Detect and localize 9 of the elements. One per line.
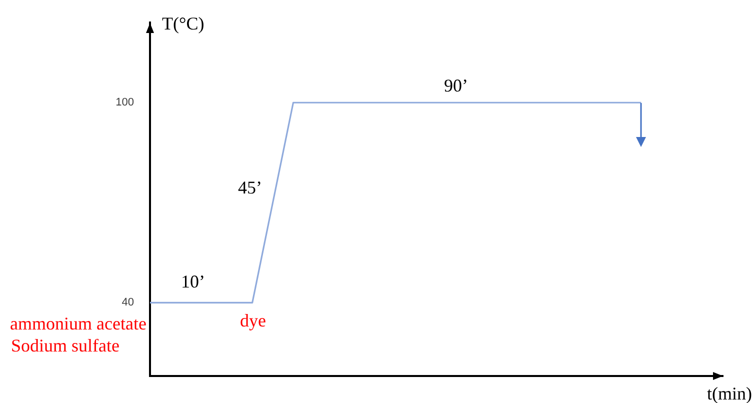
y-tick-label: 40 [122,296,134,309]
annotation: dye [240,310,266,331]
text: Sodium sulfate [11,336,120,356]
y-tick-label: 100 [116,96,134,109]
y-axis-title: T(°C) [162,13,204,34]
annotation: 10’ [181,272,205,292]
annotation: 45’ [238,178,262,198]
text: ammonium acetate [10,314,146,334]
annotation: 90’ [444,76,468,96]
